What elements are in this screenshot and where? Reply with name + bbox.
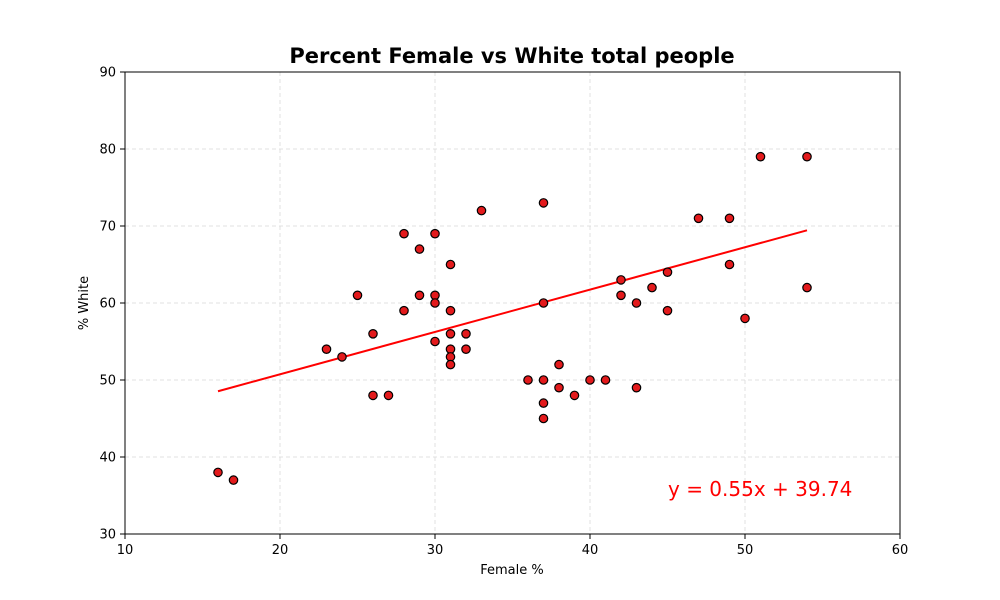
data-point — [538, 413, 549, 424]
data-point — [662, 267, 673, 277]
data-point — [616, 275, 626, 285]
data-point — [368, 328, 378, 339]
y-tick-label: 30 — [99, 528, 116, 543]
data-point — [538, 298, 549, 308]
data-point — [430, 228, 440, 239]
data-point — [337, 352, 347, 362]
y-tick-label: 50 — [99, 374, 116, 389]
x-tick-label: 40 — [582, 543, 599, 558]
data-point — [352, 290, 363, 301]
data-point — [399, 228, 409, 239]
y-tick-label: 40 — [99, 451, 116, 466]
data-point — [445, 305, 456, 316]
data-point — [802, 151, 812, 162]
data-point — [600, 375, 611, 385]
data-point — [724, 213, 735, 224]
y-tick-label: 80 — [99, 143, 116, 158]
data-point — [647, 282, 657, 293]
data-point — [631, 382, 642, 393]
data-point — [538, 398, 549, 408]
data-point — [461, 328, 471, 339]
data-point — [755, 151, 766, 162]
data-point — [693, 213, 704, 224]
data-point — [554, 382, 564, 393]
data-point — [802, 282, 812, 293]
points-layer — [213, 151, 812, 485]
data-point — [538, 198, 549, 208]
data-point — [368, 390, 378, 401]
data-point — [399, 305, 409, 316]
data-point — [445, 259, 456, 270]
regression-line — [217, 229, 808, 393]
regression-layer — [217, 229, 808, 393]
data-point — [383, 390, 394, 401]
x-axis: 10 20 30 40 50 60 — [117, 534, 909, 558]
x-tick-label: 50 — [737, 543, 754, 558]
x-tick-label: 10 — [117, 543, 134, 558]
data-point — [430, 298, 440, 308]
data-point — [740, 313, 750, 324]
x-tick-label: 60 — [892, 543, 909, 558]
y-axis-label: % White — [77, 276, 92, 330]
regression-equation: y = 0.55x + 39.74 — [668, 477, 852, 501]
data-point — [321, 344, 332, 354]
data-point — [569, 390, 580, 401]
data-point — [461, 344, 471, 354]
data-point — [213, 467, 223, 478]
data-point — [523, 375, 533, 385]
x-tick-label: 30 — [427, 543, 444, 558]
x-axis-label: Female % — [480, 563, 544, 578]
data-point — [430, 336, 440, 347]
data-point — [616, 290, 626, 301]
data-point — [554, 359, 564, 370]
data-point — [445, 359, 456, 370]
data-point — [414, 244, 425, 254]
data-point — [662, 305, 673, 316]
data-point — [476, 205, 487, 216]
x-tick-label: 20 — [272, 543, 289, 558]
chart-title: Percent Female vs White total people — [289, 44, 734, 68]
y-tick-label: 60 — [99, 297, 116, 312]
data-point — [631, 298, 642, 308]
grid — [124, 71, 901, 535]
data-point — [414, 290, 425, 301]
data-point — [445, 328, 456, 339]
data-point — [228, 475, 239, 485]
data-point — [724, 259, 735, 270]
y-tick-label: 90 — [99, 66, 116, 81]
y-axis: 30 40 50 60 70 80 90 — [99, 66, 125, 543]
y-tick-label: 70 — [99, 220, 116, 235]
data-point — [585, 375, 595, 385]
data-point — [538, 375, 549, 385]
